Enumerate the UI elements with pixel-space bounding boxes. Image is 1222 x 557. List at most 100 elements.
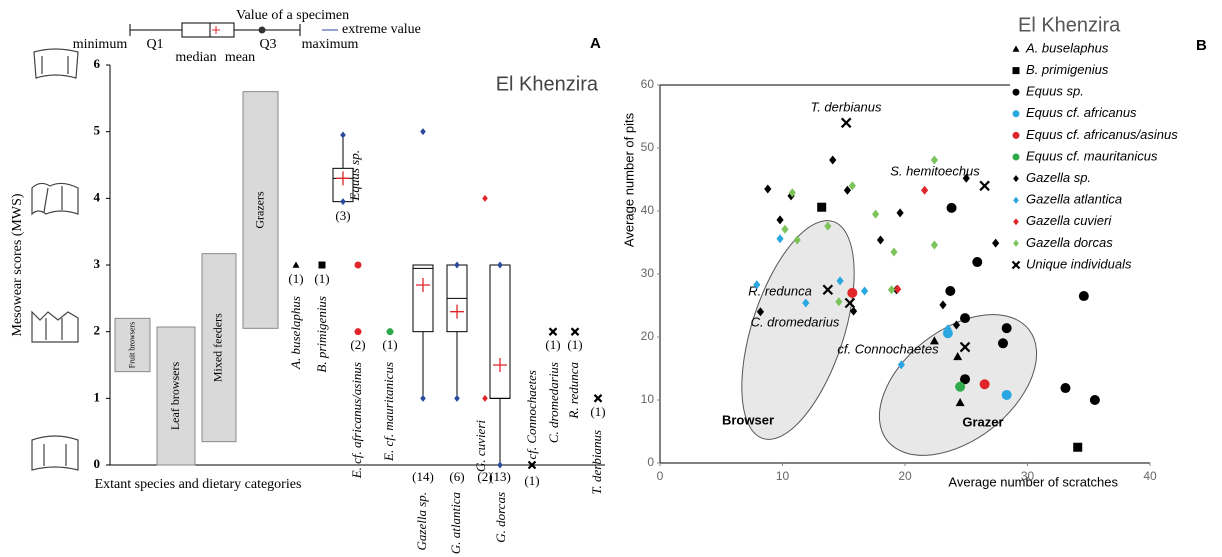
diet-range (156, 326, 196, 466)
point (849, 306, 858, 316)
point (764, 184, 772, 194)
point (890, 247, 898, 257)
legend-marker (1012, 45, 1020, 52)
point (929, 336, 939, 345)
sample-size: (1) (567, 337, 582, 352)
point (776, 234, 784, 244)
panel-title: El Khenzira (496, 73, 599, 95)
point (497, 461, 503, 469)
sample-size: (1) (382, 337, 397, 352)
point (817, 202, 827, 212)
legend-marker (1012, 110, 1020, 118)
panel-label: A (590, 35, 601, 52)
point (1078, 291, 1089, 302)
point (847, 287, 858, 298)
point (953, 352, 963, 361)
sample-size: (1) (288, 271, 303, 286)
browser-ellipse (741, 220, 855, 440)
taxon-label: B. primigenius (314, 296, 329, 373)
mean (450, 304, 464, 319)
key-box (181, 22, 235, 38)
point (930, 240, 938, 250)
point (836, 276, 844, 286)
y-tick-label: 60 (641, 77, 655, 91)
diet-label: Fruit browsers (127, 322, 136, 368)
legend-marker (1012, 153, 1020, 161)
legend-label: Equus sp. (1026, 84, 1084, 99)
tooth-icon (33, 48, 79, 79)
taxon-label: A. buselaphus (288, 296, 303, 370)
point (527, 460, 537, 470)
annotation: T. derbianus (810, 99, 882, 114)
sample-size: (1) (524, 473, 539, 488)
point (802, 298, 810, 308)
key-label: extreme value (342, 22, 421, 37)
legend-label: Gazella sp. (1026, 170, 1091, 185)
diet-range (114, 317, 151, 373)
legend-label: Equus cf. africanus (1026, 105, 1137, 120)
point (822, 284, 834, 296)
sample-size: (1) (545, 337, 560, 352)
sample-size: (3) (335, 208, 350, 223)
key-label: Q3 (259, 37, 276, 52)
x-tick-label: 30 (1021, 469, 1035, 483)
taxon-label: R. redunca (566, 362, 581, 420)
point (992, 238, 1000, 248)
annotation: cf. Connochaetes (837, 341, 939, 356)
point (844, 297, 856, 309)
point (835, 297, 843, 307)
key-label: maximum (302, 37, 359, 52)
point (930, 155, 938, 165)
x-tick-label: 20 (898, 469, 912, 483)
key-label: Q1 (146, 37, 163, 52)
y-tick-label: 0 (94, 456, 101, 471)
y-axis-label: Mesowear scores (MWS) (10, 193, 25, 336)
point (829, 155, 837, 165)
y-tick-label: 5 (94, 123, 101, 138)
point (824, 221, 832, 231)
x-tick-label: 0 (657, 469, 664, 483)
point (1001, 389, 1012, 400)
annotation: R. redunca (748, 283, 812, 298)
y-tick-label: 1 (94, 389, 101, 404)
legend-label: A. buselaphus (1025, 40, 1109, 55)
x-tick-label: 10 (776, 469, 790, 483)
y-tick-label: 3 (94, 256, 101, 271)
point (860, 286, 869, 296)
point (482, 394, 488, 402)
point (788, 188, 796, 198)
tooth-icon (31, 435, 79, 471)
point (1089, 395, 1100, 405)
taxon-label: G. atlantica (448, 492, 463, 555)
y-tick-label: 10 (641, 392, 655, 406)
point (454, 394, 460, 402)
point (872, 209, 880, 219)
point (998, 338, 1008, 349)
sample-size: (6) (449, 469, 464, 484)
point (570, 327, 580, 336)
point (946, 202, 957, 213)
sample-size: (13) (489, 469, 511, 484)
point (386, 328, 394, 336)
annotation: C. dromedarius (751, 314, 840, 329)
point (354, 328, 362, 336)
x-axis-label: Extant species and dietary categories (95, 477, 302, 492)
point (959, 341, 971, 353)
taxon-label: E. cf. africanus/asinus (349, 362, 364, 479)
point (482, 194, 488, 202)
tooth-icon (31, 310, 79, 343)
legend-marker (1012, 88, 1020, 96)
taxon-label: C. dromedarius (546, 362, 561, 443)
diet-label: Leaf browsers (168, 362, 182, 431)
annotation: S. hemitoechus (890, 163, 980, 178)
point (897, 360, 905, 370)
point (1001, 323, 1012, 334)
point (354, 261, 362, 269)
taxon-label: Equus sp. (347, 150, 362, 202)
point (756, 307, 765, 317)
x-axis-label: Average number of scratches (948, 474, 1118, 489)
sample-size: (14) (412, 469, 434, 484)
diet-range (242, 91, 279, 329)
legend-label: Gazella cuvieri (1026, 213, 1112, 228)
